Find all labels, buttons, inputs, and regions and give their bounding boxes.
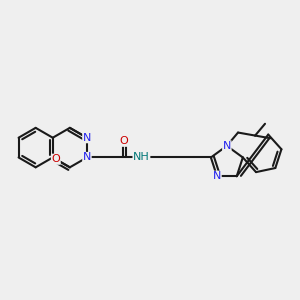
Text: N: N [83,152,91,163]
Text: N: N [213,171,221,181]
Text: NH: NH [133,152,150,163]
Text: N: N [83,133,91,143]
Text: N: N [223,141,231,151]
Text: O: O [119,136,128,146]
Text: O: O [52,154,60,164]
